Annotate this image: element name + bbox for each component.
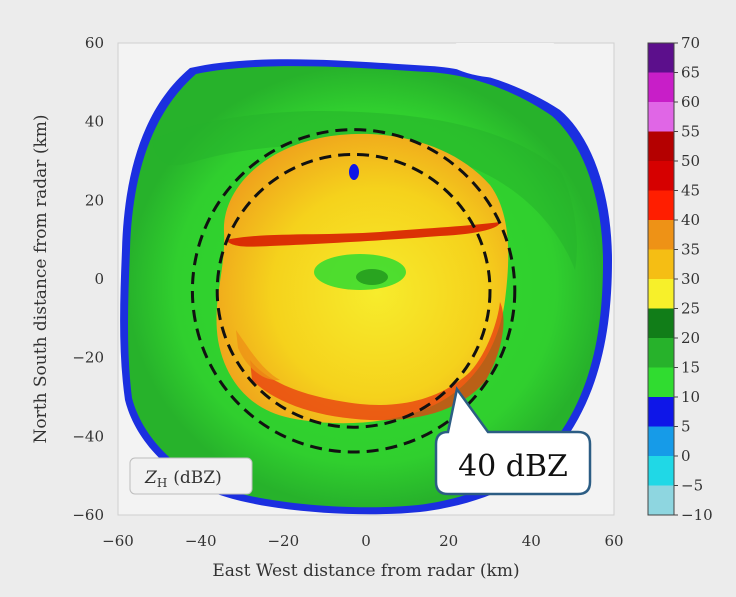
colorbar-tick-label: 15 (681, 359, 700, 377)
colorbar-tick-label: 40 (681, 211, 700, 229)
variable-symbol: Z (144, 468, 158, 488)
svg-text:ZH(dBZ): ZH (dBZ) (144, 468, 222, 490)
colorbar-tick-label: 35 (681, 241, 700, 259)
colorbar-bin (648, 43, 674, 73)
annotation-callout: 40 dBZ (434, 386, 592, 496)
colorbar-bin (648, 190, 674, 220)
colorbar-tick-label: 5 (681, 418, 691, 436)
y-tick-labels: 60 40 20 0 −20 −40 −60 (72, 34, 104, 524)
colorbar-bin (648, 308, 674, 338)
colorbar-tick-label: 60 (681, 93, 700, 111)
y-tick-label: −40 (72, 427, 104, 445)
x-tick-label: −60 (102, 532, 134, 550)
colorbar-bin (648, 279, 674, 309)
blue-cell (349, 164, 359, 180)
colorbar-tick-label: 50 (681, 152, 700, 170)
y-tick-label: −60 (72, 506, 104, 524)
colorbar-tick-label: 10 (681, 388, 700, 406)
colorbar-bin (648, 249, 674, 279)
colorbar-bin (648, 485, 674, 515)
variable-unit: (dBZ) (173, 468, 221, 488)
reflectivity-field (120, 43, 612, 515)
inner-dashed-ring (215, 152, 492, 429)
colorbar-bin (648, 72, 674, 102)
colorbar-bin (648, 161, 674, 191)
x-axis-title: East West distance from radar (km) (212, 561, 519, 581)
colorbar-tick-label: 20 (681, 329, 700, 347)
variable-label-box: ZH (dBZ) (129, 457, 253, 495)
y-tick-label: 60 (85, 34, 104, 52)
eye-center (356, 269, 388, 285)
colorbar-tick-label: 70 (681, 34, 700, 52)
x-tick-label: 0 (361, 532, 371, 550)
y-axis-title: North South distance from radar (km) (31, 114, 51, 443)
colorbar-bin (648, 456, 674, 486)
y-tick-label: 40 (85, 113, 104, 131)
colorbar-tick-label: 0 (681, 447, 691, 465)
colorbar-bin (648, 426, 674, 456)
x-tick-label: 20 (439, 532, 458, 550)
colorbar-tick-label: 30 (681, 270, 700, 288)
annotation-text: 40 dBZ (458, 449, 568, 484)
x-tick-label: −20 (267, 532, 299, 550)
outer-dashed-ring (190, 128, 517, 454)
colorbar-bin (648, 131, 674, 161)
colorbar-bin (648, 220, 674, 250)
colorbar-bin (648, 338, 674, 368)
colorbar-tick-label: −5 (681, 477, 703, 495)
darker-green-band (152, 110, 577, 271)
colorbar-bin (648, 397, 674, 427)
x-tick-label: 40 (522, 532, 541, 550)
no-echo-gap (445, 43, 565, 78)
x-tick-label: −40 (185, 532, 217, 550)
x-tick-label: 60 (604, 532, 623, 550)
colorbar-tick-label: 55 (681, 123, 700, 141)
x-tick-labels: −60 −40 −20 0 20 40 60 (102, 532, 623, 550)
y-tick-label: −20 (72, 349, 104, 367)
variable-subscript: H (157, 476, 167, 490)
colorbar-bin (648, 102, 674, 132)
y-tick-label: 20 (85, 191, 104, 209)
colorbar-tick-label: −10 (681, 506, 713, 524)
colorbar-tick-label: 45 (681, 182, 700, 200)
colorbar-tick-label: 65 (681, 64, 700, 82)
colorbar-bin (648, 367, 674, 397)
y-tick-label: 0 (94, 270, 104, 288)
orange-pockets (236, 330, 280, 381)
colorbar-tick-label: 25 (681, 300, 700, 318)
bright-band-arc (226, 222, 500, 247)
